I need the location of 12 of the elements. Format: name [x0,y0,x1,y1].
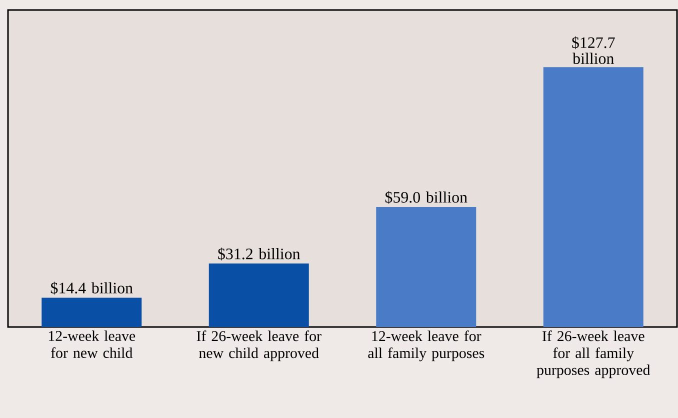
bar [543,67,644,327]
data-label: $14.4 billion [50,282,133,295]
data-label: $31.2 billion [218,248,300,260]
x-tick-label: If 26-week leave for new child approved [196,330,322,362]
data-label: $127.7 billion [572,36,615,64]
bar [42,298,142,327]
x-tick-label: 12-week leave for new child [48,330,136,358]
bar [208,264,309,327]
data-label: $59.0 billion [385,191,468,204]
bar [376,206,476,327]
x-tick-label: 12-week leave for all family purposes [368,330,484,362]
x-tick-label: If 26-week leave for all family purposes approved [536,330,650,378]
